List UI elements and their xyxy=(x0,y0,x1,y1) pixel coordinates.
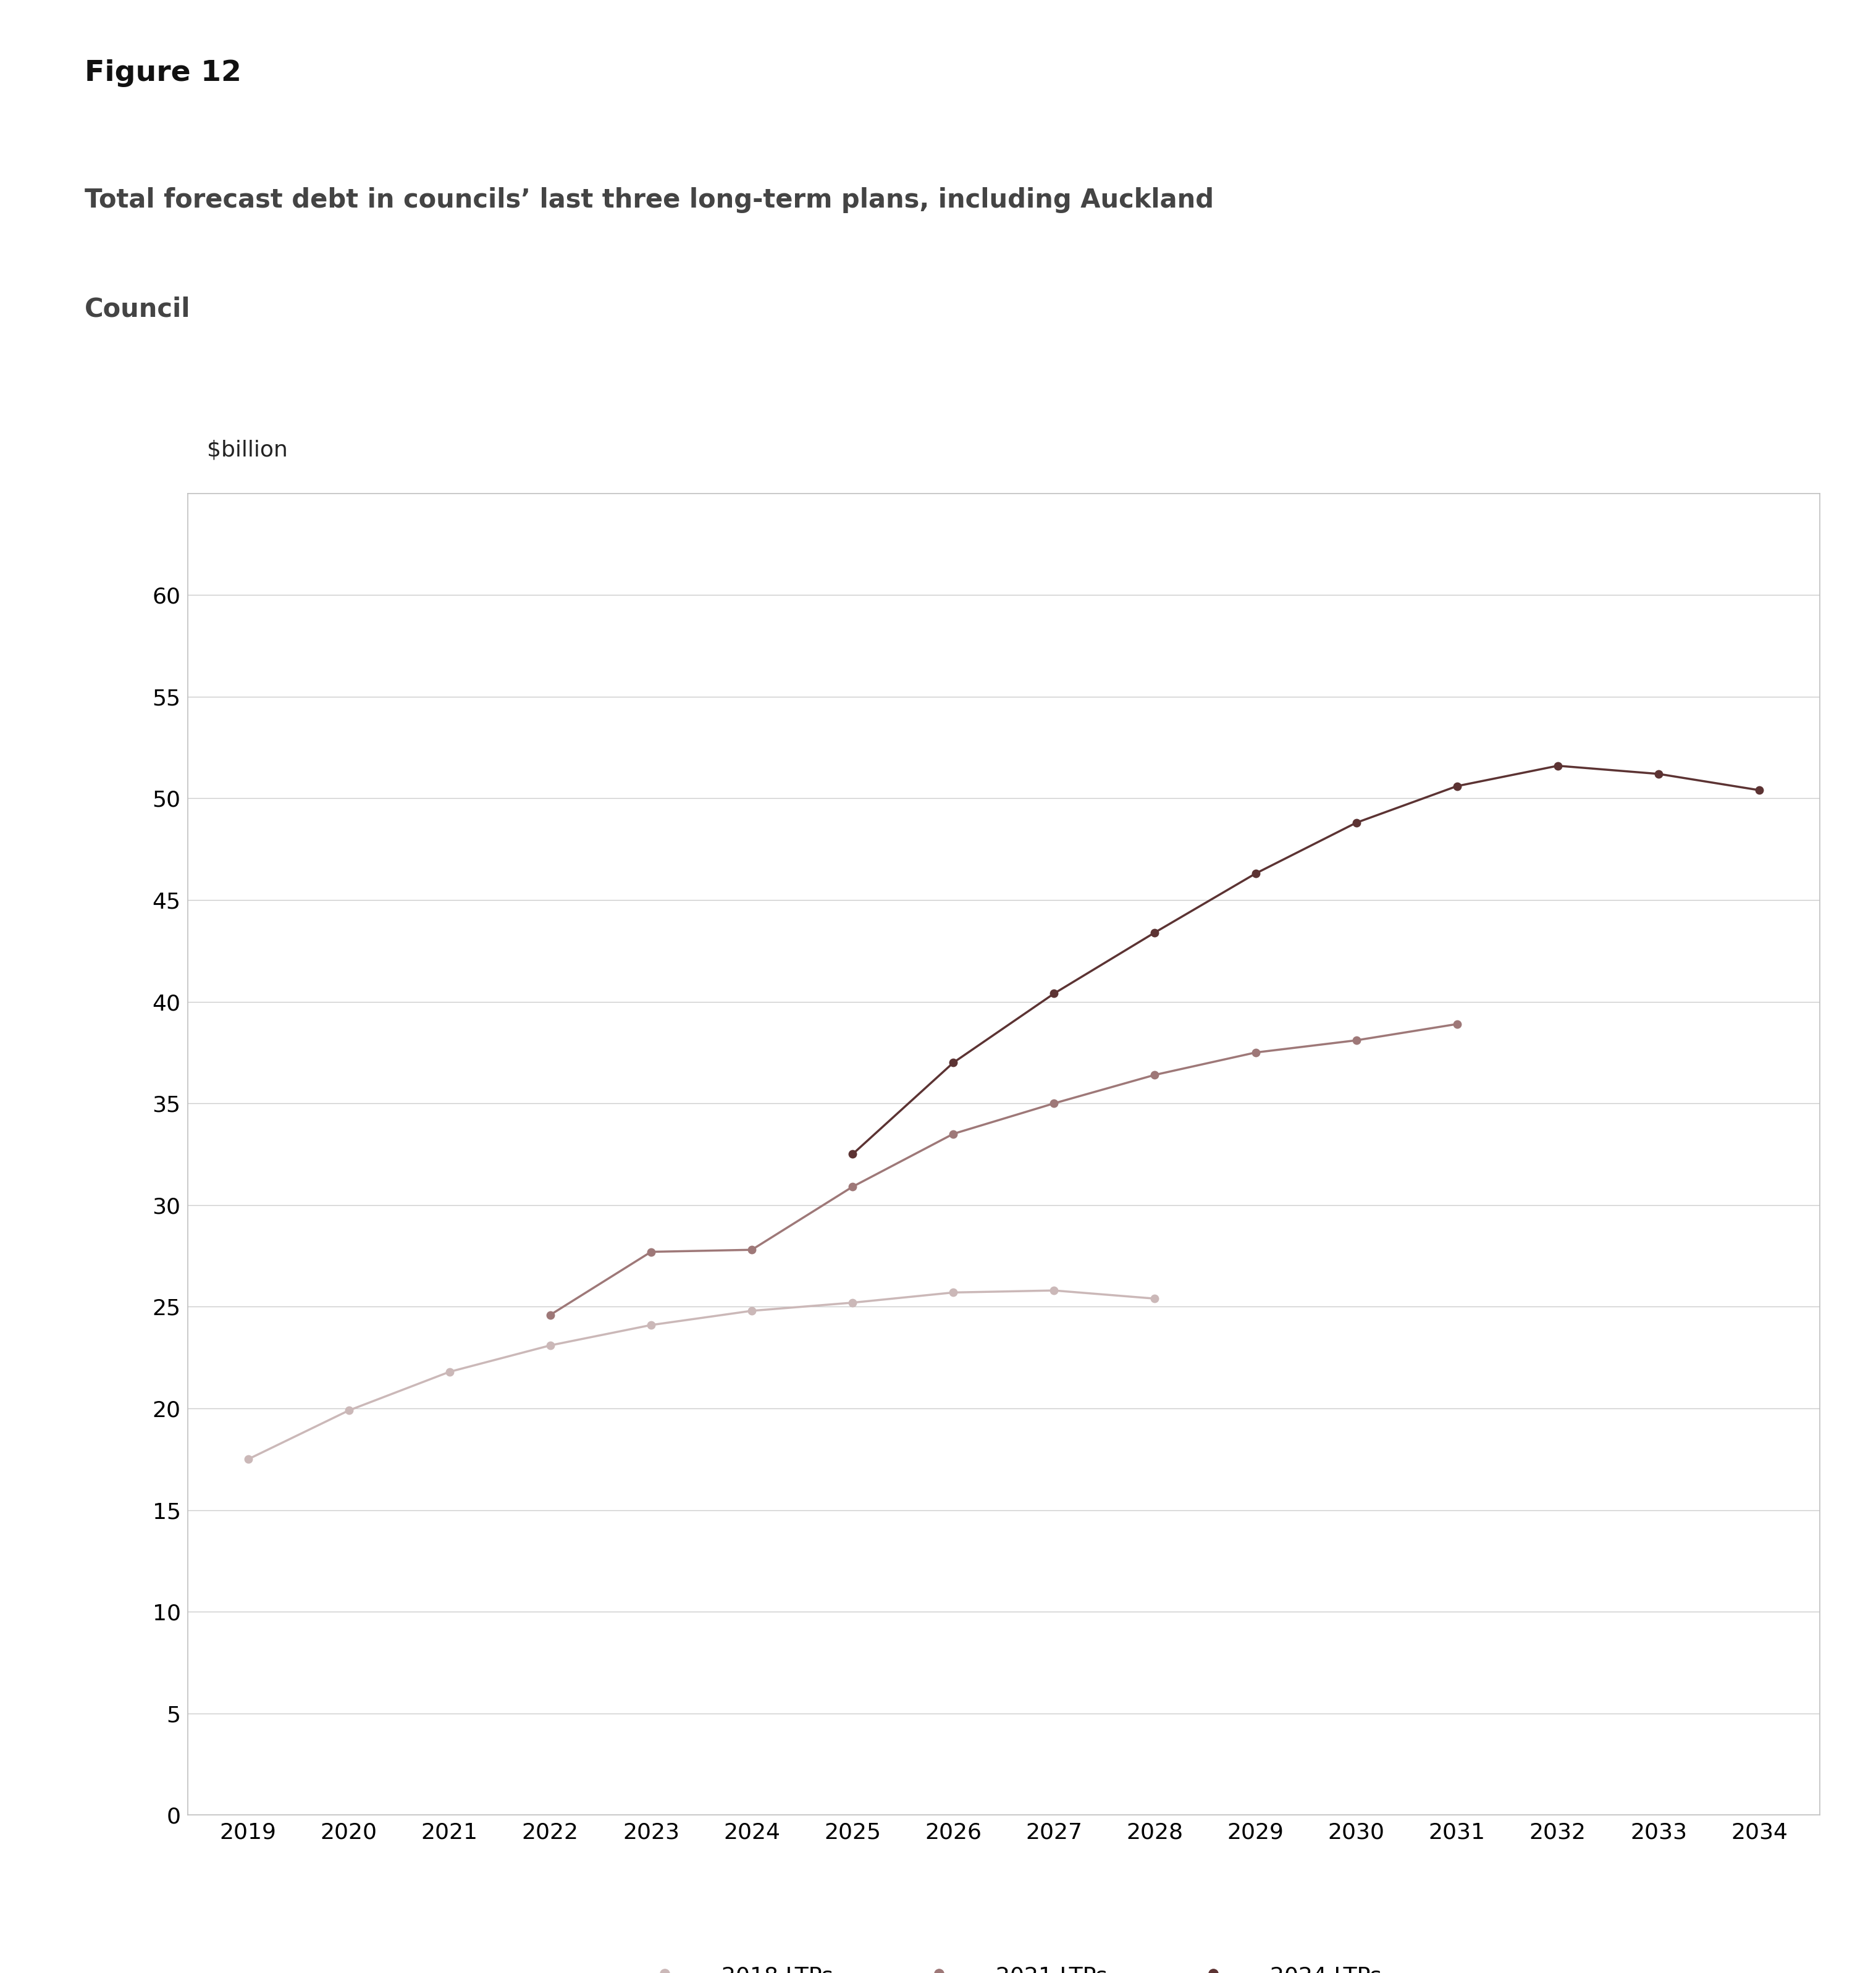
Line: 2018 LTPs: 2018 LTPs xyxy=(244,1286,1159,1464)
2021 LTPs xyxy=(1345,1028,1368,1052)
2024 LTPs xyxy=(1546,754,1568,777)
2021 LTPs xyxy=(1144,1063,1167,1087)
2018 LTPs xyxy=(640,1314,662,1338)
2021 LTPs xyxy=(840,1174,863,1198)
2021 LTPs xyxy=(741,1237,764,1261)
2018 LTPs xyxy=(1144,1286,1167,1310)
2018 LTPs xyxy=(538,1334,561,1357)
2021 LTPs xyxy=(1244,1040,1266,1063)
2024 LTPs xyxy=(840,1142,863,1166)
2021 LTPs xyxy=(1043,1091,1066,1115)
2018 LTPs xyxy=(439,1359,461,1383)
2021 LTPs xyxy=(1446,1012,1469,1036)
2021 LTPs xyxy=(538,1302,561,1326)
2024 LTPs xyxy=(1244,862,1266,886)
Text: Total forecast debt in councils’ last three long-term plans, including Auckland: Total forecast debt in councils’ last th… xyxy=(84,187,1214,213)
Line: 2021 LTPs: 2021 LTPs xyxy=(546,1020,1461,1318)
Line: 2024 LTPs: 2024 LTPs xyxy=(848,762,1763,1158)
Text: Figure 12: Figure 12 xyxy=(84,59,242,87)
2024 LTPs xyxy=(1446,773,1469,797)
2024 LTPs xyxy=(1043,983,1066,1006)
Text: $billion: $billion xyxy=(206,440,289,460)
2024 LTPs xyxy=(942,1052,964,1075)
2024 LTPs xyxy=(1748,777,1771,801)
2018 LTPs xyxy=(1043,1279,1066,1302)
2018 LTPs xyxy=(236,1448,259,1472)
2024 LTPs xyxy=(1144,921,1167,945)
2018 LTPs xyxy=(741,1298,764,1322)
2024 LTPs xyxy=(1345,811,1368,835)
2018 LTPs xyxy=(840,1290,863,1314)
Legend: 2018 LTPs, 2021 LTPs, 2024 LTPs: 2018 LTPs, 2021 LTPs, 2024 LTPs xyxy=(625,1965,1383,1973)
2021 LTPs xyxy=(942,1123,964,1146)
2018 LTPs xyxy=(338,1399,360,1423)
2024 LTPs xyxy=(1647,762,1670,785)
2018 LTPs xyxy=(942,1280,964,1304)
Text: Council: Council xyxy=(84,296,189,322)
2021 LTPs xyxy=(640,1239,662,1263)
